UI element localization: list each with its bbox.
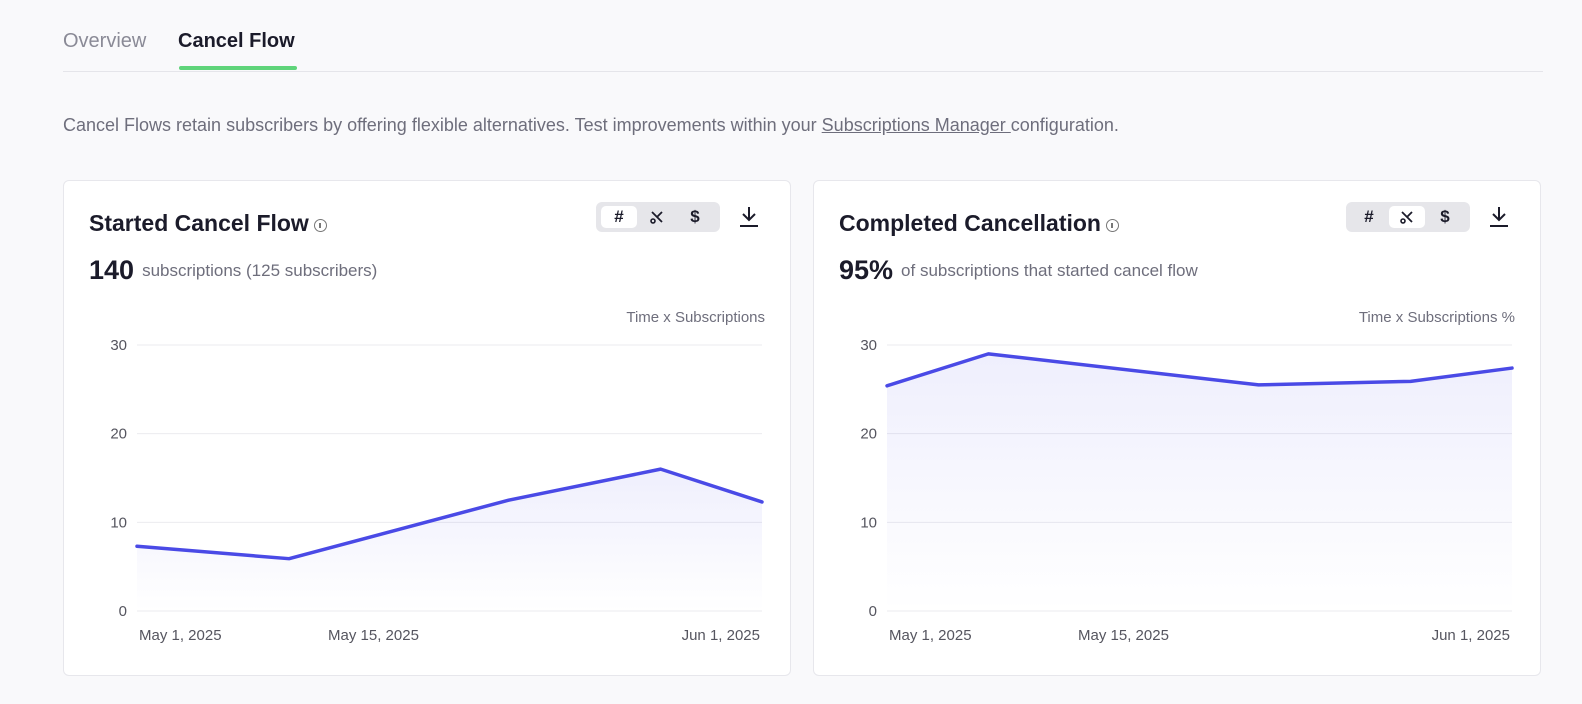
y-tick-label: 0	[119, 603, 127, 620]
metric-type-toggle: # $	[1346, 202, 1470, 232]
x-tick-label: May 1, 2025	[139, 627, 222, 644]
series-line	[135, 467, 764, 561]
info-icon[interactable]	[1105, 219, 1119, 233]
y-tick-label: 10	[110, 514, 127, 531]
completed-cancellation-chart: 0 10 20 30 May 1, 2025 May 15, 2025 Jun 1, 202…	[860, 337, 1515, 644]
card-title: Started Cancel Flow	[89, 210, 327, 237]
revenue-toggle[interactable]: $	[677, 206, 713, 228]
metric-label: subscriptions (125 subscribers)	[142, 260, 378, 280]
description-text: Cancel Flows retain subscribers by offer…	[63, 115, 822, 135]
y-tick-label: 20	[860, 426, 877, 443]
subscriptions-manager-link[interactable]: Subscriptions Manager	[821, 115, 1011, 135]
revenue-toggle[interactable]: $	[1427, 206, 1463, 228]
data-point[interactable]	[286, 556, 292, 562]
download-icon[interactable]	[738, 205, 760, 229]
data-point[interactable]	[658, 466, 664, 472]
percent-icon	[650, 211, 663, 224]
axis-caption: Time x Subscriptions	[626, 309, 765, 326]
metric: 140 subscriptions (125 subscribers)	[89, 255, 377, 286]
card-title-text: Started Cancel Flow	[89, 210, 309, 236]
dollar-icon: $	[1440, 207, 1450, 226]
x-tick-label: May 1, 2025	[889, 627, 972, 644]
x-tick-label: May 15, 2025	[328, 627, 419, 644]
percent-toggle[interactable]	[1389, 206, 1425, 228]
metric-label: of subscriptions that started cancel flo…	[901, 260, 1198, 280]
tab-overview[interactable]: Overview	[63, 30, 147, 52]
series-area	[887, 353, 1512, 611]
metric-type-toggle: # $	[596, 202, 720, 232]
completed-cancellation-card: 0 10 20 30 May 1, 2025 May 15, 2025 Jun 1, 202…	[813, 180, 1541, 676]
data-point[interactable]	[985, 351, 991, 357]
card-title: Completed Cancellation	[839, 210, 1119, 237]
percent-icon	[1400, 211, 1413, 224]
series-line	[885, 352, 1514, 388]
count-toggle[interactable]: #	[601, 206, 637, 228]
card-title-text: Completed Cancellation	[839, 210, 1101, 236]
description-text-end: configuration.	[1010, 115, 1119, 135]
data-point[interactable]	[506, 497, 512, 503]
metric-value: 140	[89, 255, 135, 285]
tab-bar: Overview Cancel Flow	[63, 0, 1543, 72]
hash-icon: #	[614, 207, 624, 226]
percent-toggle[interactable]	[639, 206, 675, 228]
dollar-icon: $	[690, 207, 700, 226]
y-tick-label: 30	[860, 337, 877, 354]
series-area	[137, 469, 762, 611]
x-tick-label: Jun 1, 2025	[682, 627, 760, 644]
tab-cancel-flow[interactable]: Cancel Flow	[178, 30, 295, 52]
hash-icon: #	[1364, 207, 1374, 226]
x-tick-label: May 15, 2025	[1078, 627, 1169, 644]
metric: 95% of subscriptions that started cancel …	[839, 255, 1198, 286]
metric-value: 95%	[839, 255, 894, 285]
download-icon[interactable]	[1488, 205, 1510, 229]
data-point[interactable]	[1509, 365, 1515, 371]
y-tick-label: 0	[869, 603, 877, 620]
data-point[interactable]	[134, 543, 140, 549]
y-tick-label: 20	[110, 426, 127, 443]
count-toggle[interactable]: #	[1351, 206, 1387, 228]
page-description: Cancel Flows retain subscribers by offer…	[63, 115, 1119, 136]
data-point[interactable]	[884, 383, 890, 389]
y-tick-label: 30	[110, 337, 127, 354]
info-icon[interactable]	[313, 219, 327, 233]
data-point[interactable]	[1256, 382, 1262, 388]
started-cancel-flow-card: 0 10 20 30 May 1, 2025 May 15, 2025 Jun 1, 202…	[63, 180, 791, 676]
x-tick-label: Jun 1, 2025	[1432, 627, 1510, 644]
data-point[interactable]	[759, 499, 765, 505]
y-tick-label: 10	[860, 514, 877, 531]
active-tab-indicator	[179, 66, 297, 70]
started-cancel-flow-chart: 0 10 20 30 May 1, 2025 May 15, 2025 Jun 1, 202…	[110, 337, 765, 644]
data-point[interactable]	[1408, 378, 1414, 384]
axis-caption: Time x Subscriptions %	[1358, 309, 1515, 326]
